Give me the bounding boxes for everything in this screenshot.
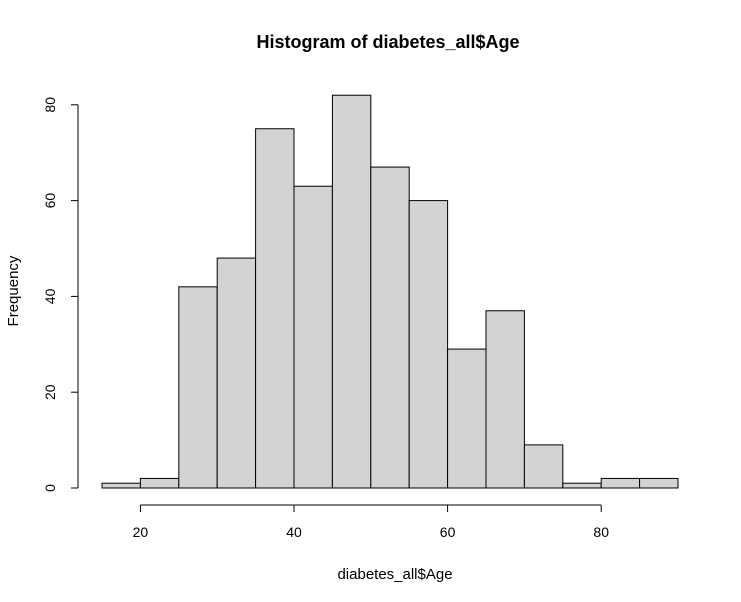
histogram-bar-25-30 [178, 286, 218, 489]
histogram-bar-70-75 [523, 444, 564, 489]
y-tick-label-0: 0 [42, 484, 58, 492]
x-tick-label-40: 40 [286, 524, 302, 540]
chart-title: Histogram of diabetes_all$Age [256, 32, 519, 52]
histogram-bar-65-70 [485, 310, 525, 489]
histogram-bar-20-25 [139, 477, 180, 489]
histogram-bar-60-65 [447, 348, 487, 489]
y-tick-label-60: 60 [42, 193, 58, 209]
histogram-bars [101, 94, 679, 489]
histogram-bar-15-20 [101, 482, 141, 489]
x-tick-label-80: 80 [593, 524, 609, 540]
x-axis-label: diabetes_all$Age [337, 566, 452, 583]
histogram-bar-50-55 [370, 166, 410, 489]
histogram-bar-35-40 [255, 128, 295, 489]
y-axis-label: Frequency [5, 255, 22, 326]
histogram-bar-85-90 [639, 477, 679, 489]
histogram-bar-45-50 [331, 94, 372, 489]
x-tick-label-20: 20 [133, 524, 149, 540]
histogram-bar-80-85 [600, 477, 641, 489]
x-tick-label-60: 60 [440, 524, 456, 540]
y-tick-label-20: 20 [42, 384, 58, 400]
y-tick-label-80: 80 [42, 97, 58, 113]
histogram-bar-55-60 [408, 200, 449, 489]
histogram-bar-75-80 [562, 482, 602, 489]
y-tick-label-40: 40 [42, 288, 58, 304]
histogram-bar-30-35 [216, 257, 257, 489]
histogram-bar-40-45 [293, 185, 333, 489]
y-axis: 0 20 40 60 80 [42, 97, 79, 492]
x-axis: 20 40 60 80 [133, 504, 609, 540]
